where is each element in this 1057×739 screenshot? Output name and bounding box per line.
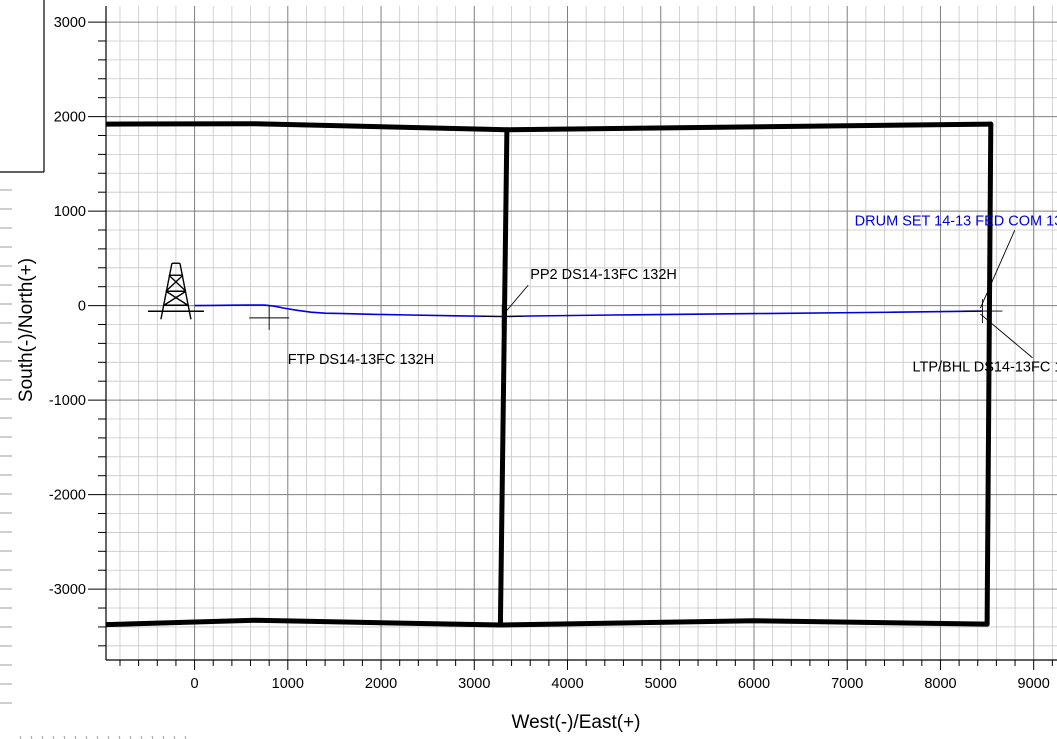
rig-strut [163, 290, 187, 306]
lease-boundaries [106, 121, 994, 628]
well-path-line [194, 304, 983, 318]
y-tick-label: -3000 [49, 582, 86, 598]
leader-line-well [979, 230, 1016, 309]
well-name-label: DRUM SET 14-13 FED COM 132H [855, 213, 1057, 229]
leader-line-pp2 [503, 284, 529, 314]
y-axis-ticks: 3000 2000 1000 0 -1000 -2000 -3000 [49, 15, 106, 647]
target-label-ltp-bhl: LTP/BHL DS14-13FC 132H [912, 360, 1057, 376]
rig-strut [165, 290, 189, 306]
target-markers [249, 230, 1033, 359]
x-tick-label: 8000 [924, 676, 956, 692]
target-label-pp2: PP2 DS14-13FC 132H [530, 267, 677, 283]
leader-line-ltp [980, 313, 1033, 359]
y-axis-label: South(-)/North(+) [16, 258, 37, 402]
y-tick-label: -1000 [49, 393, 86, 409]
y-tick-label: 2000 [54, 110, 86, 126]
x-tick-label: 0 [191, 676, 199, 692]
x-tick-label: 9000 [1018, 676, 1050, 692]
x-tick-label: 7000 [831, 676, 863, 692]
x-tick-label: 5000 [645, 676, 677, 692]
y-tick-label: 1000 [54, 204, 86, 220]
lease-line-2 [497, 127, 510, 628]
x-tick-label: 3000 [458, 676, 490, 692]
chart-background [106, 6, 1057, 660]
lease-line-3 [984, 121, 994, 627]
lease-line-0 [106, 121, 994, 133]
major-grid [106, 6, 1057, 660]
inset-box [0, 0, 45, 173]
rig-icon [147, 262, 204, 320]
well-path-layer [194, 304, 983, 318]
target-labels: FTP DS14-13FC 132H PP2 DS14-13FC 132H LT… [288, 213, 1057, 375]
x-axis-ticks: 0 1000 2000 3000 4000 5000 6000 7000 8000 9000 [119, 660, 1053, 692]
y-tick-label: -2000 [49, 488, 86, 504]
y-tick-label: 0 [78, 299, 86, 315]
x-tick-label: 4000 [551, 676, 583, 692]
minor-grid [106, 6, 1057, 660]
x-tick-label: 6000 [738, 676, 770, 692]
x-axis-label: West(-)/East(+) [512, 712, 641, 733]
y-tick-label: 3000 [54, 15, 86, 31]
rig-strut [165, 274, 184, 292]
target-label-ftp: FTP DS14-13FC 132H [288, 352, 434, 368]
rig-strut [168, 274, 187, 292]
x-tick-label: 1000 [272, 676, 304, 692]
x-tick-label: 2000 [365, 676, 397, 692]
